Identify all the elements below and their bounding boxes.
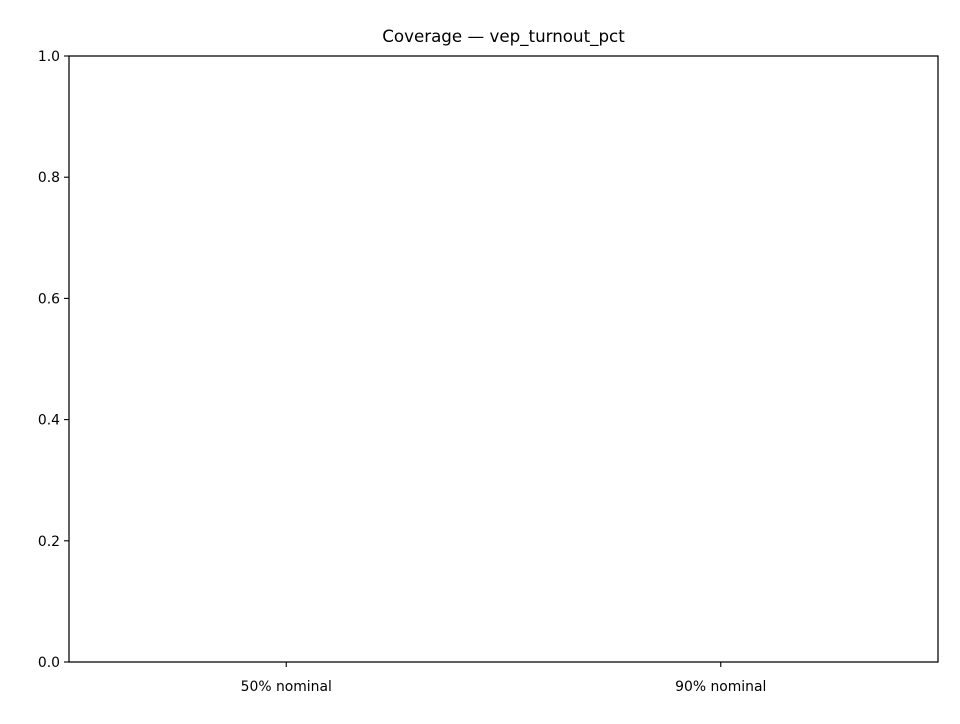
chart-title: Coverage — vep_turnout_pct xyxy=(382,26,625,47)
x-tick-label: 50% nominal xyxy=(241,679,332,695)
x-tick-label: 90% nominal xyxy=(675,679,766,695)
y-tick-label: 0.6 xyxy=(38,291,60,307)
y-tick-label: 0.2 xyxy=(38,534,60,550)
y-axis: 0.0 0.2 0.4 0.6 0.8 1.0 xyxy=(38,49,69,671)
plot-area xyxy=(68,55,939,663)
y-tick-label: 0.0 xyxy=(38,655,60,671)
y-tick-label: 0.8 xyxy=(38,170,60,186)
axes-frame xyxy=(68,55,939,663)
y-tick-label: 0.4 xyxy=(38,413,60,429)
y-tick-label: 1.0 xyxy=(38,49,60,65)
x-axis: 50% nominal 90% nominal xyxy=(241,662,766,695)
